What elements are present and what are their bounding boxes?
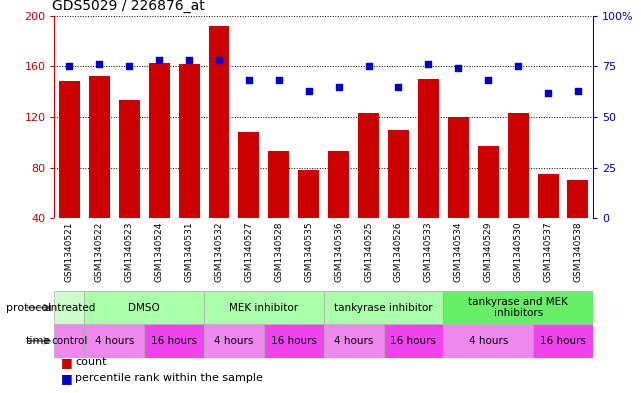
Text: tankyrase inhibitor: tankyrase inhibitor — [334, 303, 433, 312]
Bar — [208, 26, 229, 269]
Bar — [418, 79, 439, 269]
Point — [244, 77, 254, 84]
Text: 16 hours: 16 hours — [151, 336, 197, 346]
Point — [453, 65, 463, 72]
Bar — [144, 324, 204, 358]
Text: GSM1340532: GSM1340532 — [215, 222, 224, 282]
Point — [184, 57, 194, 63]
Bar — [324, 291, 444, 324]
Bar — [358, 113, 379, 269]
Text: GSM1340530: GSM1340530 — [513, 222, 522, 283]
Text: GSM1340533: GSM1340533 — [424, 222, 433, 283]
Point — [513, 63, 523, 70]
Bar — [538, 174, 558, 269]
Bar — [204, 291, 324, 324]
Text: control: control — [51, 336, 88, 346]
Text: untreated: untreated — [44, 303, 95, 312]
Bar — [204, 324, 264, 358]
Point — [124, 63, 135, 70]
Text: GSM1340531: GSM1340531 — [185, 222, 194, 283]
Text: GSM1340527: GSM1340527 — [244, 222, 253, 282]
Bar — [388, 130, 409, 269]
Bar — [89, 76, 110, 269]
Text: 16 hours: 16 hours — [390, 336, 437, 346]
Text: 4 hours: 4 hours — [334, 336, 373, 346]
Bar — [149, 62, 170, 269]
Bar — [298, 170, 319, 269]
Bar — [179, 64, 199, 269]
Text: GSM1340534: GSM1340534 — [454, 222, 463, 282]
Text: 16 hours: 16 hours — [540, 336, 586, 346]
Text: 16 hours: 16 hours — [271, 336, 317, 346]
Text: ■: ■ — [61, 371, 72, 385]
Point — [154, 57, 164, 63]
Bar — [54, 291, 85, 324]
Text: time: time — [26, 336, 51, 346]
Text: GSM1340535: GSM1340535 — [304, 222, 313, 283]
Bar — [85, 291, 204, 324]
Text: MEK inhibitor: MEK inhibitor — [229, 303, 299, 312]
Text: GSM1340536: GSM1340536 — [334, 222, 343, 283]
Bar — [85, 324, 144, 358]
Point — [274, 77, 284, 84]
Text: 4 hours: 4 hours — [469, 336, 508, 346]
Text: GSM1340529: GSM1340529 — [484, 222, 493, 282]
Bar — [119, 101, 140, 269]
Text: GDS5029 / 226876_at: GDS5029 / 226876_at — [52, 0, 204, 13]
Bar — [444, 324, 533, 358]
Text: GSM1340537: GSM1340537 — [544, 222, 553, 283]
Text: GSM1340525: GSM1340525 — [364, 222, 373, 282]
Text: ■: ■ — [61, 356, 72, 369]
Text: GSM1340528: GSM1340528 — [274, 222, 283, 282]
Text: GSM1340523: GSM1340523 — [125, 222, 134, 282]
Bar — [54, 324, 85, 358]
Point — [94, 61, 104, 68]
Bar — [478, 146, 499, 269]
Text: GSM1340522: GSM1340522 — [95, 222, 104, 282]
Point — [423, 61, 433, 68]
Point — [304, 88, 314, 94]
Text: 4 hours: 4 hours — [214, 336, 254, 346]
Bar — [328, 151, 349, 269]
Bar — [264, 324, 324, 358]
Bar — [269, 151, 289, 269]
Bar — [383, 324, 444, 358]
Text: percentile rank within the sample: percentile rank within the sample — [75, 373, 263, 383]
Text: protocol: protocol — [6, 303, 51, 312]
Bar — [324, 324, 383, 358]
Text: tankyrase and MEK
inhibitors: tankyrase and MEK inhibitors — [468, 297, 568, 318]
Text: GSM1340521: GSM1340521 — [65, 222, 74, 282]
Text: GSM1340526: GSM1340526 — [394, 222, 403, 282]
Point — [394, 83, 404, 90]
Point — [214, 57, 224, 63]
Point — [64, 63, 74, 70]
Bar — [444, 291, 593, 324]
Point — [363, 63, 374, 70]
Text: GSM1340538: GSM1340538 — [574, 222, 583, 283]
Text: count: count — [75, 357, 106, 367]
Point — [333, 83, 344, 90]
Point — [543, 90, 553, 96]
Bar — [567, 180, 588, 269]
Bar — [448, 117, 469, 269]
Bar — [59, 81, 80, 269]
Bar — [533, 324, 593, 358]
Text: GSM1340524: GSM1340524 — [154, 222, 163, 282]
Point — [483, 77, 494, 84]
Text: DMSO: DMSO — [128, 303, 160, 312]
Bar — [238, 132, 260, 269]
Text: 4 hours: 4 hours — [95, 336, 134, 346]
Bar — [508, 113, 529, 269]
Point — [573, 88, 583, 94]
